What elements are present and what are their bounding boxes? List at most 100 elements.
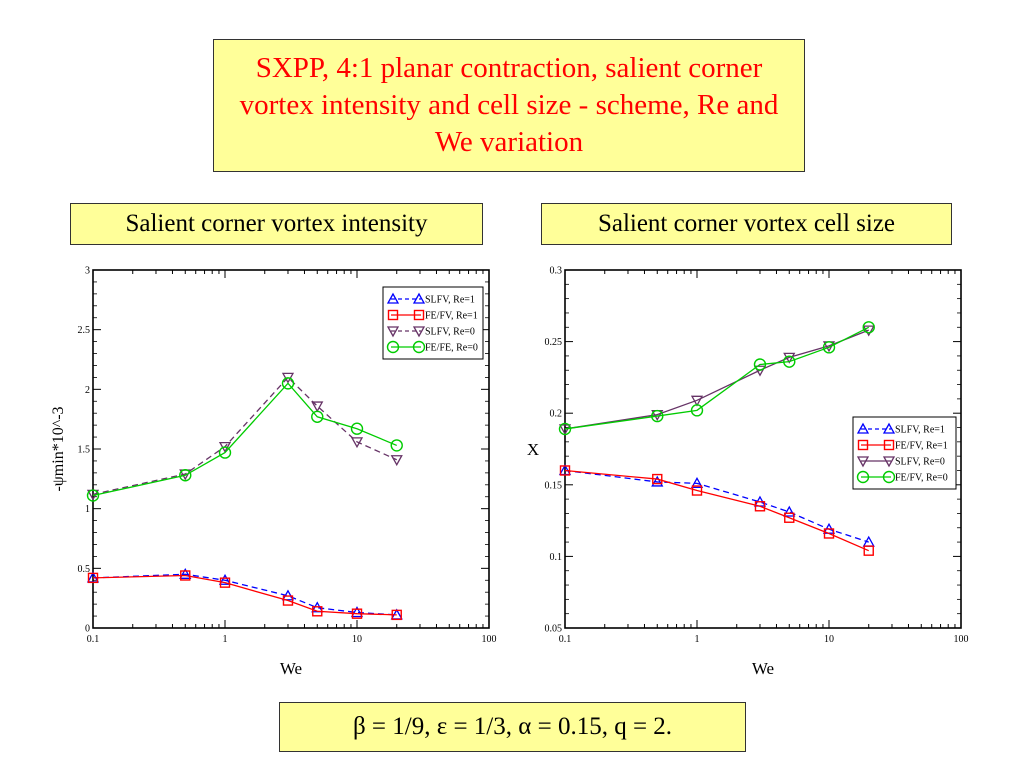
data-point xyxy=(753,358,767,371)
legend-marker xyxy=(386,326,400,338)
data-point xyxy=(390,439,403,452)
series-fe-fe-re-0 xyxy=(86,377,403,502)
data-point xyxy=(690,404,704,417)
y-tick-label: 0.05 xyxy=(545,624,563,635)
data-point xyxy=(281,377,295,390)
data-point xyxy=(311,401,324,413)
legend-marker xyxy=(412,292,426,304)
x-axis-label: We xyxy=(280,659,302,678)
data-point xyxy=(282,595,294,606)
data-point xyxy=(312,606,323,617)
data-point xyxy=(87,572,99,584)
legend-marker xyxy=(882,456,896,468)
data-point xyxy=(862,321,875,334)
data-point xyxy=(822,341,836,354)
series-slfv-re-1 xyxy=(558,464,875,547)
legend-label: FE/FV, Re=0 xyxy=(895,473,948,484)
data-point xyxy=(311,410,324,423)
legend-marker xyxy=(883,439,895,451)
x-tick-label: 100 xyxy=(482,634,497,645)
series-slfv-re-0 xyxy=(86,372,403,501)
data-point xyxy=(390,455,403,467)
series-fe-fv-re-1 xyxy=(87,570,402,621)
legend-label: FE/FE, Re=0 xyxy=(425,343,478,354)
data-point xyxy=(783,355,796,368)
data-point xyxy=(862,325,875,337)
y-tick-label: 2.5 xyxy=(78,325,91,336)
series-line xyxy=(92,376,398,495)
data-point xyxy=(391,609,402,621)
series-line xyxy=(92,382,397,497)
data-point xyxy=(218,573,232,585)
legend-marker xyxy=(412,326,426,338)
data-point xyxy=(350,437,364,449)
data-point xyxy=(652,473,663,485)
data-point xyxy=(753,365,767,377)
data-point xyxy=(863,545,874,556)
data-point xyxy=(179,567,192,579)
x-axis-label: We xyxy=(752,659,774,678)
y-tick-label: 1 xyxy=(85,504,90,515)
legend-marker xyxy=(882,422,896,434)
series-line xyxy=(564,326,870,430)
data-point xyxy=(350,606,364,618)
data-point xyxy=(558,422,572,436)
data-point xyxy=(179,469,192,482)
series-line xyxy=(564,329,869,430)
legend-marker xyxy=(413,309,425,321)
y-tick-label: 0.5 xyxy=(78,564,91,575)
x-tick-label: 0.1 xyxy=(87,634,100,645)
vortex-intensity-chart: 0.1 1 10 100 0 0.5 1 1.5 2 2.5 3 We -ψmin*10^-3 SLFV,… xyxy=(50,266,497,679)
legend: SLFV, Re=1 FE/FV, Re=1 SLFV, Re=0 FE/FE, Re… xyxy=(382,286,484,360)
y-tick-label: 2 xyxy=(85,385,90,396)
legend-label: SLFV, Re=0 xyxy=(895,457,945,468)
legend-label: SLFV, Re=0 xyxy=(425,327,475,338)
series-line xyxy=(92,573,397,616)
data-point xyxy=(754,501,766,512)
data-point xyxy=(690,477,704,489)
data-point xyxy=(651,409,664,423)
data-point xyxy=(783,505,796,517)
x-tick-label: 0.1 xyxy=(559,634,572,645)
parameters-box: β = 1/9, ε = 1/3, α = 0.15, q = 2. xyxy=(279,702,746,752)
data-point xyxy=(651,475,664,487)
legend-marker xyxy=(387,309,399,321)
y-tick-label: 0.25 xyxy=(545,337,563,348)
data-point xyxy=(558,424,572,436)
legend-marker xyxy=(857,439,869,451)
legend-marker xyxy=(386,292,400,304)
data-point xyxy=(218,446,232,459)
legend: SLFV, Re=1 FE/FV, Re=1 SLFV, Re=0 FE/FV, Re… xyxy=(852,416,957,490)
data-point xyxy=(691,485,703,496)
y-axis-label: X xyxy=(527,440,539,459)
data-point xyxy=(180,570,191,581)
series-fe-fv-re-1 xyxy=(559,465,874,556)
left-panel-title: Salient corner vortex intensity xyxy=(70,203,483,245)
data-point xyxy=(219,577,231,588)
y-tick-label: 1.5 xyxy=(78,445,91,456)
y-tick-label: 0.15 xyxy=(545,480,563,491)
data-point xyxy=(559,465,571,476)
y-tick-label: 0 xyxy=(85,624,90,635)
legend-marker xyxy=(856,456,870,468)
series-line xyxy=(92,574,397,616)
series-fe-fv-re-0 xyxy=(558,321,875,436)
data-point xyxy=(86,489,100,502)
data-point xyxy=(784,512,795,523)
legend-marker xyxy=(856,470,870,484)
y-tick-label: 0.1 xyxy=(550,552,563,563)
y-axis-label: -ψmin*10^-3 xyxy=(50,406,67,491)
x-tick-label: 1 xyxy=(223,634,228,645)
y-tick-label: 0.2 xyxy=(550,409,563,420)
legend-marker xyxy=(882,470,896,484)
x-tick-label: 10 xyxy=(824,634,834,645)
data-point xyxy=(783,352,796,364)
x-tick-label: 1 xyxy=(695,634,700,645)
data-point xyxy=(350,422,364,435)
data-point xyxy=(690,395,704,407)
data-point xyxy=(823,528,835,539)
plot-frame xyxy=(564,269,962,629)
x-tick-label: 10 xyxy=(352,634,362,645)
legend-label: FE/FV, Re=1 xyxy=(425,311,478,322)
